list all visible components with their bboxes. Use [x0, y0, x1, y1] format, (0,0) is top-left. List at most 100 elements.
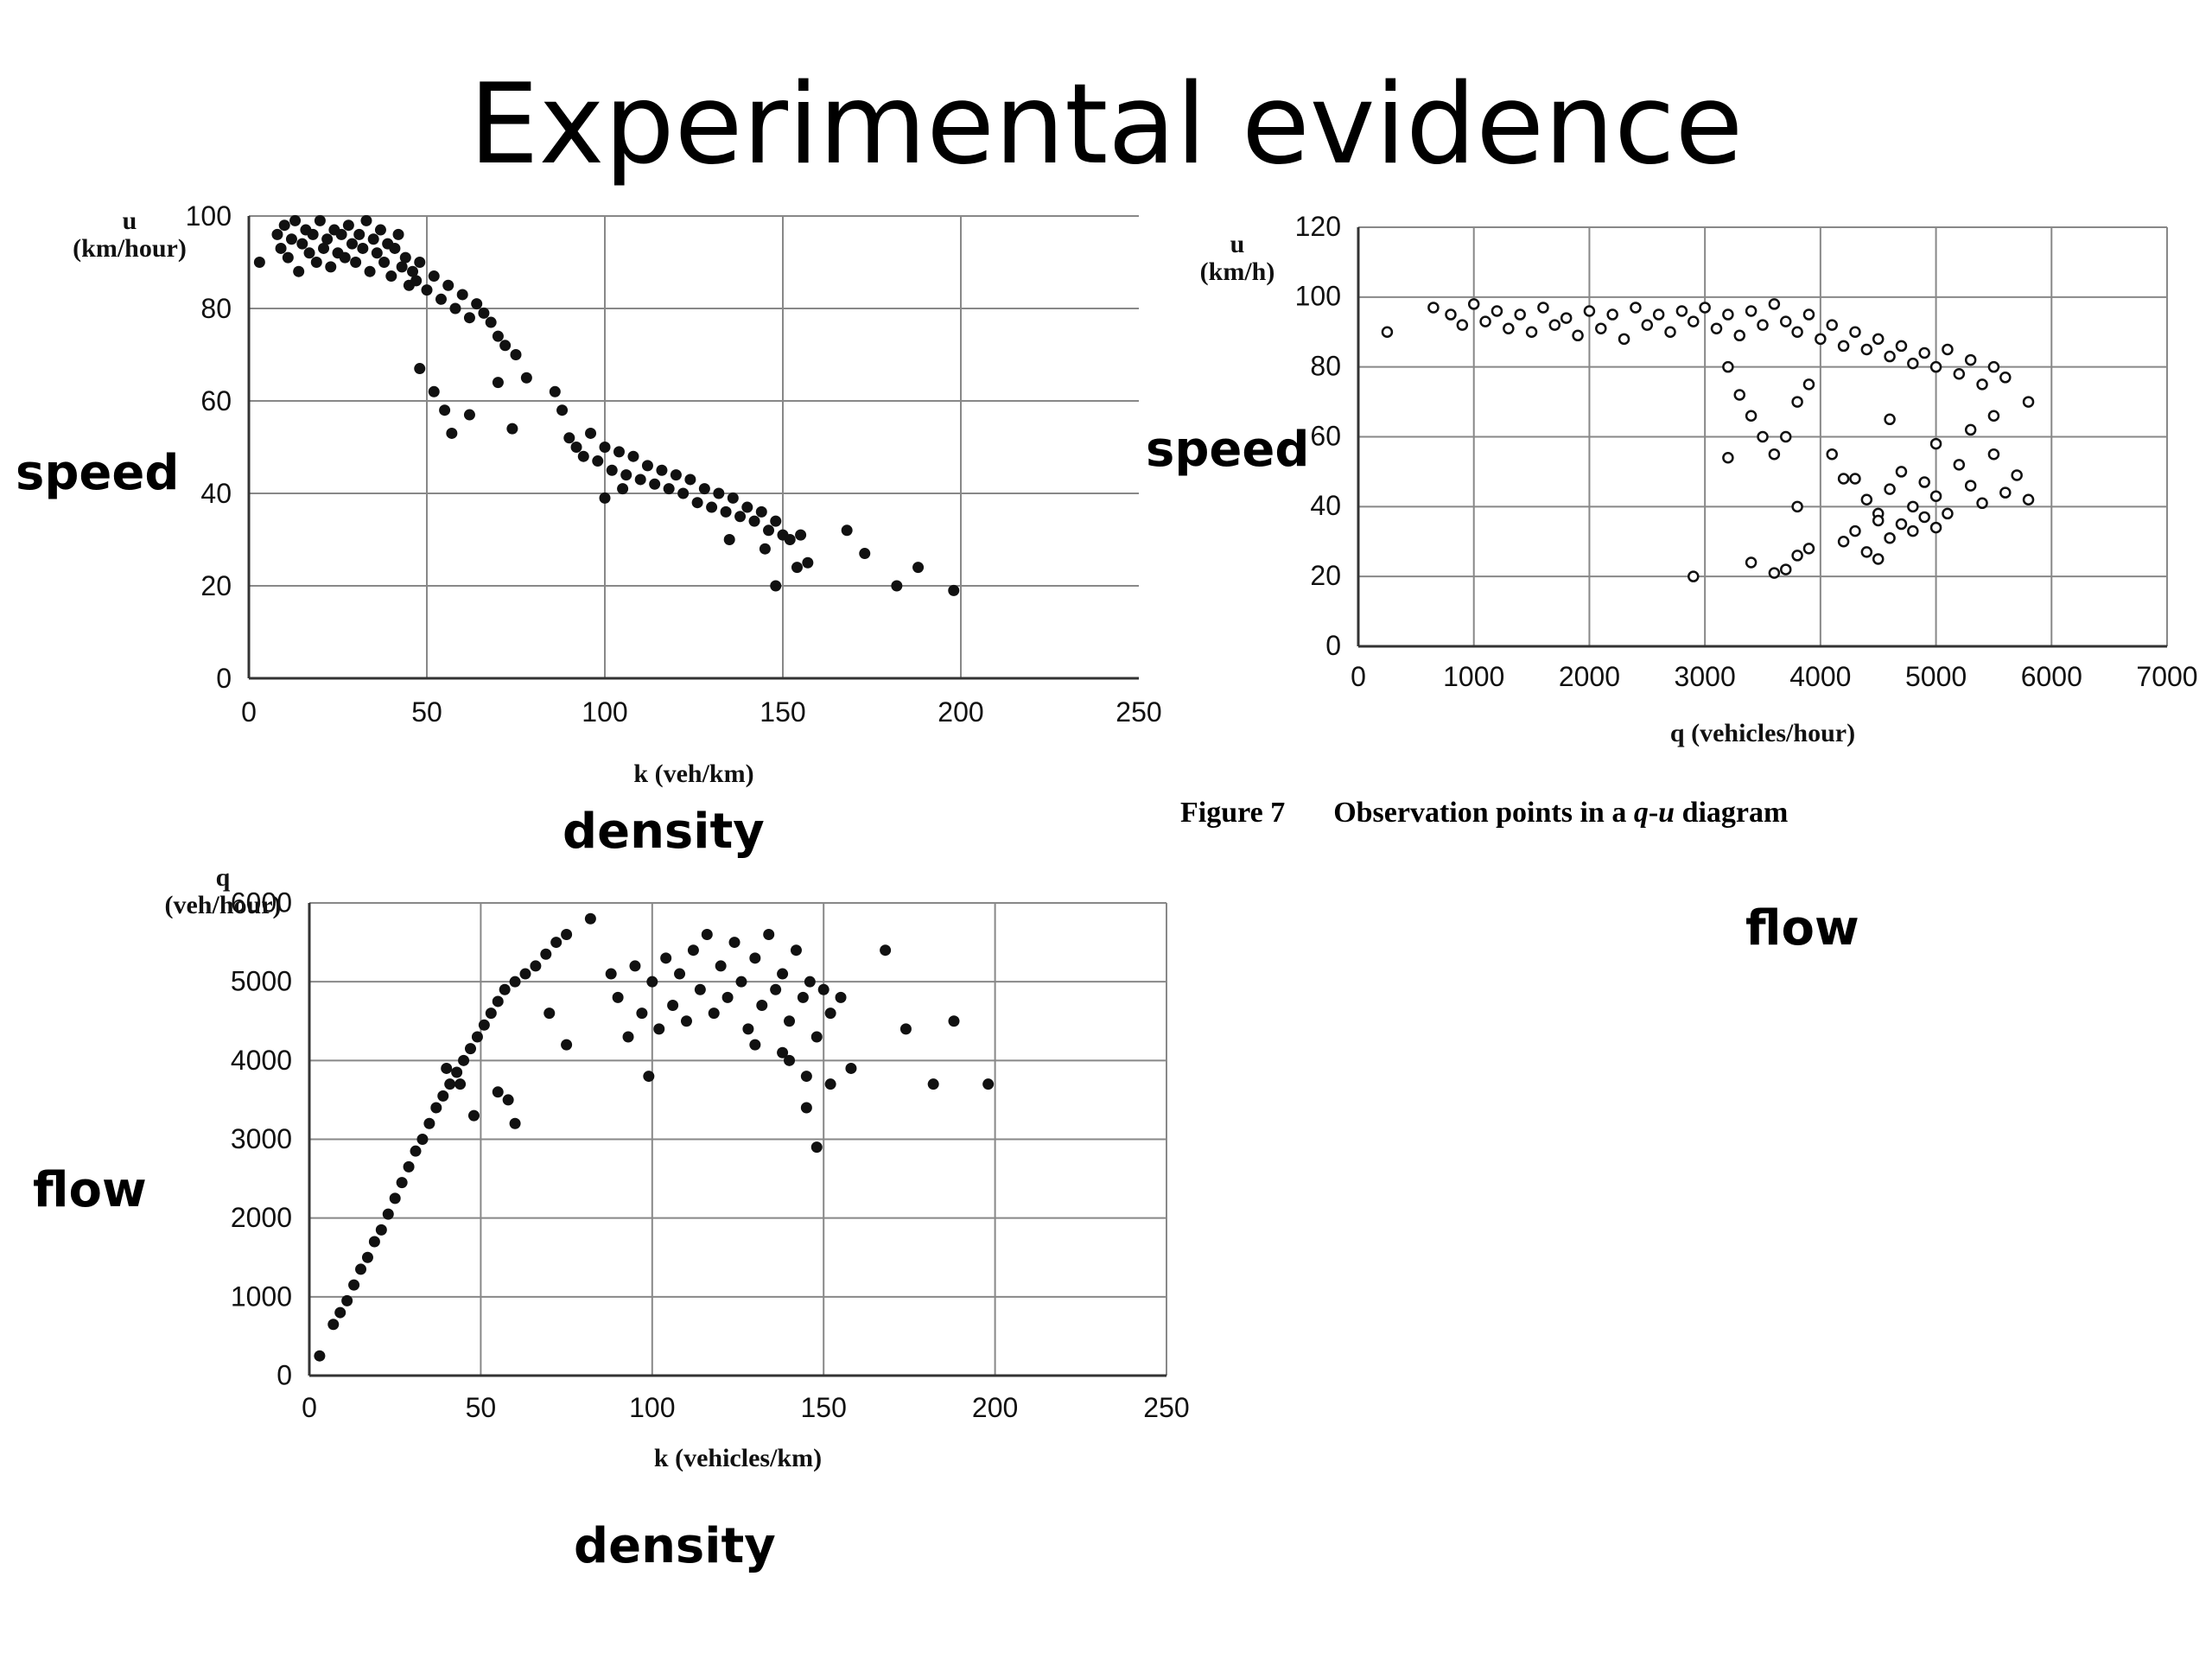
data-point	[1837, 473, 1850, 485]
data-point	[378, 257, 391, 268]
chart1-y-label: speed	[16, 445, 180, 501]
data-point	[784, 1015, 796, 1027]
data-point	[1641, 319, 1654, 331]
data-point	[492, 330, 504, 342]
x-tick-label: 200	[938, 696, 983, 728]
caption-pre: Observation points in a	[1333, 797, 1634, 829]
data-point	[485, 1007, 497, 1020]
data-point	[636, 1007, 648, 1020]
data-point	[1849, 326, 1861, 338]
data-point	[325, 261, 337, 273]
data-point	[399, 251, 411, 264]
data-point	[389, 1192, 401, 1205]
data-point	[1779, 315, 1792, 327]
data-point	[492, 995, 504, 1007]
data-point	[285, 233, 297, 245]
data-point	[382, 1208, 394, 1220]
data-point	[478, 1019, 490, 1031]
data-point	[502, 1094, 514, 1106]
data-point	[622, 1031, 634, 1043]
data-point	[617, 483, 629, 495]
data-point	[715, 960, 727, 972]
data-point	[763, 524, 775, 537]
data-point	[802, 556, 814, 569]
y-axis-title: (veh/hour)	[165, 891, 282, 919]
data-point	[396, 1177, 408, 1189]
data-point	[563, 432, 575, 444]
data-point	[350, 257, 362, 268]
data-point	[499, 340, 512, 352]
y-tick-label: 20	[1310, 560, 1341, 591]
data-point	[451, 1066, 463, 1078]
data-point	[410, 1145, 422, 1157]
data-point	[1583, 305, 1596, 317]
data-point	[653, 1023, 665, 1035]
chart-speed-density: 0 50 100 150 200 250 0 20 40 60 80 100 k (veh/km) u(k…	[73, 200, 1162, 788]
data-point	[1768, 448, 1781, 461]
data-point	[253, 257, 265, 268]
x-tick-label: 50	[411, 696, 442, 728]
data-point	[629, 960, 641, 972]
data-point	[1872, 333, 1885, 346]
chart2-x-label: flow	[1745, 900, 1859, 957]
y-tick-label: 1000	[231, 1281, 292, 1312]
data-point	[1745, 410, 1758, 422]
data-point	[1745, 305, 1758, 317]
data-point	[444, 1078, 456, 1090]
data-point	[509, 1117, 521, 1129]
x-tick-label: 50	[466, 1392, 497, 1423]
y-tick-label: 6000	[231, 887, 292, 918]
data-point	[543, 1007, 556, 1020]
x-tick-label: 150	[760, 696, 805, 728]
data-point	[795, 529, 807, 541]
data-point	[585, 427, 597, 439]
data-point	[1929, 360, 1942, 373]
caption-var-u: u	[1658, 797, 1675, 829]
data-point	[1381, 326, 1394, 338]
data-point	[464, 1043, 476, 1055]
data-point	[1791, 550, 1803, 562]
data-point	[428, 385, 440, 397]
data-point	[1884, 413, 1896, 426]
data-point	[1779, 563, 1792, 575]
chart-flow-density: 0 50 100 150 200 250 0 1000 2000 3000 4000 5000 6000…	[165, 863, 1190, 1472]
data-point	[360, 214, 372, 226]
data-point	[727, 492, 739, 504]
data-point	[1745, 556, 1758, 569]
data-point	[414, 257, 426, 268]
data-point	[800, 1071, 812, 1083]
data-point	[755, 505, 767, 518]
x-axis-title: q (vehicles/hour)	[1670, 719, 1855, 747]
data-point	[797, 991, 809, 1003]
data-point	[510, 349, 522, 360]
data-point	[430, 1102, 442, 1114]
data-point	[627, 450, 639, 462]
data-point	[1664, 326, 1676, 338]
data-point	[368, 1236, 380, 1248]
y-axis-title: (km/h)	[1200, 257, 1275, 286]
data-point	[759, 543, 771, 555]
data-point	[307, 228, 319, 240]
data-point	[694, 983, 706, 995]
data-point	[1733, 329, 1746, 342]
data-point	[1860, 546, 1873, 558]
data-point	[982, 1078, 995, 1090]
data-point	[720, 505, 732, 518]
data-point	[1688, 315, 1700, 327]
data-point	[684, 474, 696, 486]
data-point	[1942, 343, 1954, 356]
y-tick-label: 0	[1325, 630, 1341, 661]
data-point	[467, 1109, 480, 1122]
data-point	[599, 492, 611, 504]
data-point	[471, 1031, 483, 1043]
data-point	[656, 464, 668, 476]
data-point	[327, 1319, 340, 1331]
x-tick-label: 3000	[1675, 661, 1736, 692]
data-point	[599, 442, 611, 453]
data-point	[1733, 389, 1746, 401]
x-tick-label: 0	[241, 696, 257, 728]
data-point	[540, 948, 552, 960]
data-point	[777, 968, 789, 980]
data-point	[1953, 459, 1966, 471]
data-point	[1503, 322, 1515, 334]
